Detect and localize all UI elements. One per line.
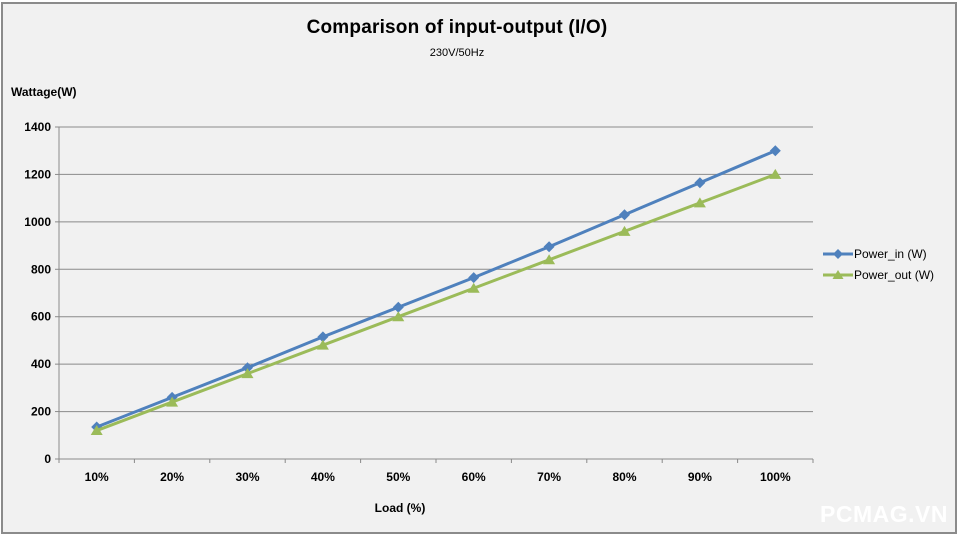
x-axis-title: Load (%) xyxy=(374,501,426,515)
series-0-marker-80% xyxy=(619,209,630,221)
x-tick-label-80%: 80% xyxy=(612,470,636,484)
series-0-marker-40% xyxy=(317,331,329,343)
x-tick-label-20%: 20% xyxy=(160,470,184,484)
y-tick-label-800: 800 xyxy=(31,262,51,276)
x-tick-label-40%: 40% xyxy=(311,470,335,484)
power-out-line-marker-icon xyxy=(823,270,853,279)
legend-item-power-out: Power_out (W) xyxy=(823,268,934,282)
y-tick-label-0: 0 xyxy=(44,452,51,466)
series-1-marker-40% xyxy=(316,339,329,350)
series-line-Power_out (W) xyxy=(95,172,777,433)
series-1-marker-20% xyxy=(166,396,179,407)
x-tick-label-10%: 10% xyxy=(85,470,109,484)
y-tick-label-1000: 1000 xyxy=(24,215,51,229)
legend-label-power-in: Power_in (W) xyxy=(854,247,927,261)
series-0-marker-30% xyxy=(242,362,253,374)
y-axis-title: Wattage(W) xyxy=(11,85,77,99)
series-0-marker-50% xyxy=(392,301,404,313)
y-tick-label-1400: 1400 xyxy=(24,120,51,134)
series-1-marker-50% xyxy=(392,311,405,322)
series-0-marker-70% xyxy=(543,241,555,253)
series-0-marker-100% xyxy=(769,145,781,157)
x-tick-label-30%: 30% xyxy=(235,470,259,484)
power-in-line-marker-icon xyxy=(823,249,853,259)
series-1-marker-100% xyxy=(769,168,782,179)
series-1-marker-70% xyxy=(543,254,556,265)
x-tick-label-60%: 60% xyxy=(462,470,486,484)
series-0-marker-90% xyxy=(694,177,706,189)
chart-subtitle: 230V/50Hz xyxy=(429,47,485,59)
y-tick-label-200: 200 xyxy=(31,405,51,419)
chart-title: Comparison of input-output (I/O) xyxy=(306,17,608,38)
y-tick-label-400: 400 xyxy=(31,357,51,371)
y-tick-label-600: 600 xyxy=(31,310,51,324)
y-tick-label-1200: 1200 xyxy=(24,167,51,181)
series-1-marker-30% xyxy=(241,368,254,379)
series-1-marker-90% xyxy=(693,197,706,208)
series-1-marker-80% xyxy=(618,225,631,236)
series-1-marker-60% xyxy=(467,282,480,293)
legend-item-power-in: Power_in (W) xyxy=(823,247,934,261)
watermark-pcmag: PCMAG.VN xyxy=(820,501,948,527)
legend-label-power-out: Power_out (W) xyxy=(854,268,935,282)
x-tick-label-100%: 100% xyxy=(760,470,791,484)
x-tick-label-90%: 90% xyxy=(688,470,712,484)
x-tick-label-70%: 70% xyxy=(537,470,561,484)
series-line-Power_in (W) xyxy=(95,149,777,429)
series-1-marker-10% xyxy=(90,425,103,436)
line-chart-plot-area: 0 200 400 600 800 1000 1200 1400 10% 20% 30% 40% 50%… xyxy=(24,120,814,484)
x-tick-label-50%: 50% xyxy=(386,470,410,484)
series-0-marker-60% xyxy=(468,272,480,284)
legend-marker-triangle xyxy=(832,270,844,279)
chart-legend: Power_in (W) Power_out (W) xyxy=(823,247,934,282)
legend-marker-diamond xyxy=(833,249,843,259)
